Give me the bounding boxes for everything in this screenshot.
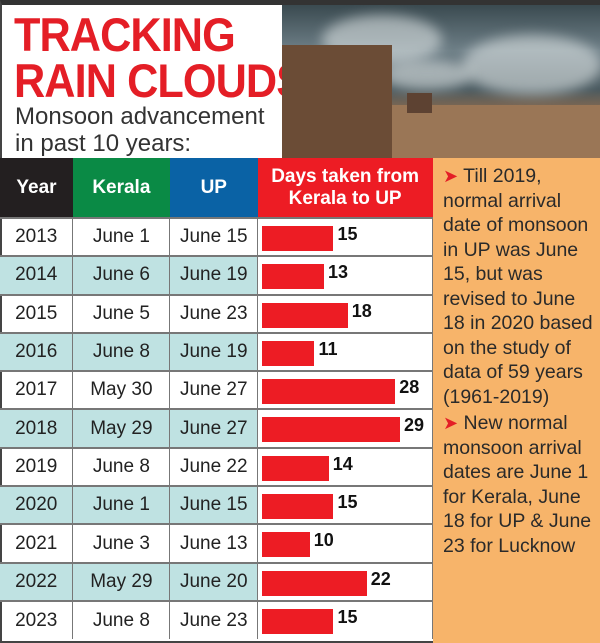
bar-value-label: 15: [337, 606, 358, 627]
days-cell: 18: [257, 293, 433, 333]
days-cell: 15: [257, 485, 433, 525]
up-cell: June 19: [169, 331, 259, 372]
table-row: 2018 May 29 June 27 29: [0, 408, 433, 448]
column-header: Year: [0, 158, 73, 218]
bar-value-label: 13: [327, 262, 348, 283]
title-line-2: RAIN CLOUDS: [14, 54, 305, 107]
bar: [262, 226, 334, 251]
kerala-cell: June 5: [72, 293, 171, 333]
kerala-cell: June 8: [72, 599, 171, 640]
days-cell: 28: [257, 370, 433, 410]
bar-value-label: 15: [337, 224, 358, 244]
kerala-cell: May 29: [72, 408, 171, 448]
note-1: ➤ Till 2019, normal arrival date of mons…: [443, 165, 593, 408]
bar: [262, 302, 348, 328]
bar-value-label: 15: [337, 492, 358, 513]
arrow-right-icon: ➤: [443, 413, 459, 433]
year-cell: 2015: [0, 293, 74, 333]
year-cell: 2016: [0, 331, 74, 372]
days-cell: 10: [257, 523, 433, 563]
table-row: 2022 May 29 June 20 22: [0, 561, 433, 601]
bar: [262, 455, 329, 481]
bar: [262, 379, 396, 405]
table-row: 2020 June 1 June 15 15: [0, 485, 433, 525]
year-cell: 2023: [0, 599, 74, 640]
kerala-cell: June 8: [72, 446, 171, 487]
year-cell: 2017: [0, 370, 74, 410]
table-row: 2017 May 30 June 27 28: [0, 370, 433, 410]
days-cell: 13: [257, 255, 433, 295]
bar-value-label: 14: [332, 453, 353, 474]
subtitle: Monsoon advancement in past 10 years:: [15, 103, 265, 157]
kerala-cell: May 29: [72, 561, 171, 601]
arrow-right-icon: ➤: [443, 166, 459, 186]
year-cell: 2019: [0, 446, 74, 487]
kerala-cell: June 3: [72, 523, 171, 563]
up-cell: June 15: [169, 485, 259, 525]
year-cell: 2018: [0, 408, 74, 448]
days-cell: 22: [257, 561, 433, 601]
fort-cloud-photo: [282, 5, 600, 158]
table-row: 2013 June 1 June 15 15: [0, 216, 433, 257]
bar-value-label: 18: [351, 300, 372, 321]
table-row: 2016 June 8 June 19 11: [0, 331, 433, 372]
up-cell: June 27: [169, 370, 259, 410]
bar-value-label: 29: [403, 415, 424, 436]
table-row: 2014 June 6 June 19 13: [0, 255, 433, 295]
days-cell: 15: [257, 216, 433, 257]
monsoon-table: Year Kerala UP Days taken from Kerala to UP…: [0, 158, 433, 640]
up-cell: June 15: [169, 216, 259, 257]
bar-value-label: 11: [318, 338, 338, 359]
bar: [262, 570, 367, 596]
title-line-1: TRACKING: [14, 8, 236, 61]
bar: [262, 608, 334, 634]
year-cell: 2013: [0, 216, 74, 257]
table-row: 2023 June 8 June 23 15: [0, 599, 433, 640]
kerala-cell: May 30: [72, 370, 171, 410]
table-row: 2019 June 8 June 22 14: [0, 446, 433, 487]
column-header: UP: [169, 158, 258, 218]
up-cell: June 13: [169, 523, 259, 563]
days-cell: 29: [257, 408, 433, 448]
bar: [262, 340, 315, 366]
title: TRACKING RAIN CLOUDS: [14, 8, 305, 107]
up-cell: June 27: [169, 408, 259, 448]
up-cell: June 22: [169, 446, 259, 487]
bar-value-label: 28: [399, 377, 420, 398]
bar-value-label: 10: [313, 530, 334, 551]
days-cell: 15: [257, 599, 433, 640]
table-row: 2015 June 5 June 23 18: [0, 293, 433, 333]
up-cell: June 20: [169, 561, 259, 601]
up-cell: June 23: [169, 599, 259, 640]
year-cell: 2022: [0, 561, 74, 601]
kerala-cell: June 8: [72, 331, 171, 372]
year-cell: 2021: [0, 523, 74, 563]
table-row: 2021 June 3 June 13 10: [0, 523, 433, 563]
year-cell: 2014: [0, 255, 74, 295]
bar: [262, 494, 334, 520]
year-cell: 2020: [0, 485, 74, 525]
bar-value-label: 22: [370, 568, 391, 589]
up-cell: June 19: [169, 255, 259, 295]
kerala-cell: June 6: [72, 255, 171, 295]
kerala-cell: June 1: [72, 485, 171, 525]
bar: [262, 264, 324, 290]
bar: [262, 532, 310, 558]
column-header: Kerala: [72, 158, 170, 218]
column-header: Days taken from Kerala to UP: [257, 158, 433, 218]
kerala-cell: June 1: [72, 216, 171, 257]
note-2: ➤ New normal monsoon arrival dates are J…: [443, 412, 592, 557]
up-cell: June 23: [169, 293, 259, 333]
days-cell: 11: [257, 331, 433, 372]
notes-panel: ➤ Till 2019, normal arrival date of mons…: [433, 158, 600, 643]
days-cell: 14: [257, 446, 433, 487]
bar: [262, 417, 400, 443]
